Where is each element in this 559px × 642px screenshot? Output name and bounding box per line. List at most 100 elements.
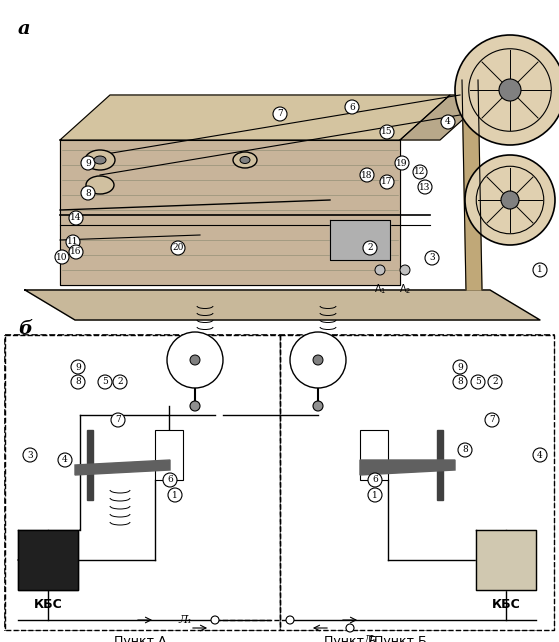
Polygon shape [330, 220, 390, 260]
Polygon shape [87, 430, 93, 500]
Circle shape [111, 413, 125, 427]
Circle shape [465, 155, 555, 245]
Circle shape [501, 191, 519, 209]
Text: 3: 3 [27, 451, 33, 460]
Text: 7: 7 [489, 415, 495, 424]
Circle shape [313, 355, 323, 365]
Text: 3: 3 [429, 254, 435, 263]
Circle shape [368, 488, 382, 502]
Circle shape [167, 332, 223, 388]
Circle shape [71, 375, 85, 389]
Bar [5, 335, 554, 630]
Text: 17: 17 [381, 177, 393, 186]
Text: 5: 5 [102, 377, 108, 386]
Circle shape [346, 624, 354, 632]
Circle shape [453, 375, 467, 389]
Text: 14: 14 [70, 214, 82, 223]
Text: 2: 2 [117, 377, 123, 386]
Circle shape [211, 616, 219, 624]
Text: 1: 1 [372, 490, 378, 499]
Polygon shape [400, 95, 490, 140]
Text: 15: 15 [381, 128, 393, 137]
Circle shape [168, 488, 182, 502]
Circle shape [290, 332, 346, 388]
Text: 8: 8 [462, 446, 468, 455]
Circle shape [455, 35, 559, 145]
Ellipse shape [233, 152, 257, 168]
Circle shape [380, 175, 394, 189]
Circle shape [286, 616, 294, 624]
Polygon shape [60, 95, 450, 140]
Text: 4: 4 [62, 456, 68, 465]
Text: $\Lambda_2$: $\Lambda_2$ [399, 282, 411, 296]
Circle shape [533, 263, 547, 277]
Circle shape [458, 443, 472, 457]
Circle shape [488, 375, 502, 389]
Ellipse shape [240, 157, 250, 164]
Text: 19: 19 [396, 159, 408, 168]
Text: 8: 8 [85, 189, 91, 198]
Ellipse shape [94, 156, 106, 164]
Text: 16: 16 [70, 248, 82, 257]
Text: 8: 8 [457, 377, 463, 386]
Text: 12: 12 [414, 168, 426, 177]
Circle shape [368, 473, 382, 487]
Ellipse shape [86, 176, 114, 194]
Text: Л₁: Л₁ [178, 615, 192, 625]
Circle shape [190, 401, 200, 411]
Circle shape [380, 125, 394, 139]
Text: 20: 20 [172, 243, 184, 252]
Polygon shape [75, 460, 170, 475]
Polygon shape [476, 530, 536, 590]
Circle shape [400, 265, 410, 275]
Circle shape [395, 156, 409, 170]
Circle shape [418, 180, 432, 194]
Circle shape [360, 168, 374, 182]
Text: б: б [18, 320, 32, 338]
Circle shape [363, 241, 377, 255]
Circle shape [55, 250, 69, 264]
Circle shape [190, 355, 200, 365]
Circle shape [113, 375, 127, 389]
Text: КБС: КБС [34, 598, 63, 611]
Circle shape [499, 79, 521, 101]
Circle shape [453, 360, 467, 374]
Text: 10: 10 [56, 252, 68, 261]
Text: 9: 9 [85, 159, 91, 168]
Polygon shape [25, 290, 540, 320]
Text: 1: 1 [537, 266, 543, 275]
Bar [360, 430, 388, 480]
Circle shape [375, 265, 385, 275]
Circle shape [533, 448, 547, 462]
Text: 13: 13 [419, 182, 430, 191]
Polygon shape [437, 430, 443, 500]
Text: 18: 18 [361, 171, 373, 180]
Text: 7: 7 [277, 110, 283, 119]
Text: 8: 8 [75, 377, 81, 386]
Circle shape [163, 473, 177, 487]
Text: 6: 6 [167, 476, 173, 485]
Text: 4: 4 [445, 117, 451, 126]
Circle shape [425, 251, 439, 265]
Circle shape [69, 245, 83, 259]
Text: 4: 4 [537, 451, 543, 460]
Text: 5: 5 [475, 377, 481, 386]
Text: 7: 7 [115, 415, 121, 424]
Text: 9: 9 [75, 363, 81, 372]
Text: Пункт Б: Пункт Б [324, 635, 376, 642]
Circle shape [66, 235, 80, 249]
Circle shape [69, 211, 83, 225]
Circle shape [485, 413, 499, 427]
Polygon shape [60, 140, 400, 285]
Text: 2: 2 [367, 243, 373, 252]
Text: 6: 6 [372, 476, 378, 485]
Text: Пункт А: Пункт А [113, 635, 166, 642]
Circle shape [471, 375, 485, 389]
Circle shape [441, 115, 455, 129]
Circle shape [98, 375, 112, 389]
Text: 9: 9 [457, 363, 463, 372]
Circle shape [58, 453, 72, 467]
Text: 1: 1 [172, 490, 178, 499]
Text: Л₂: Л₂ [363, 635, 377, 642]
Circle shape [81, 156, 95, 170]
